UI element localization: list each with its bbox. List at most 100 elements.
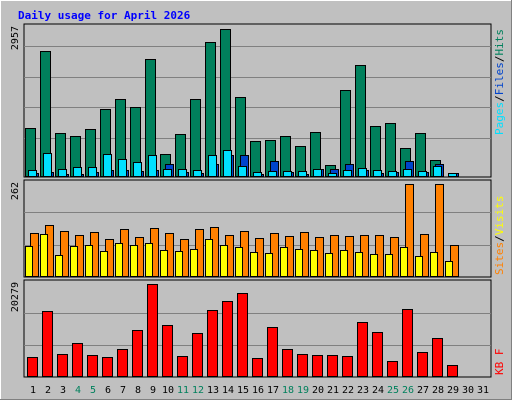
bar-kbytes-kb-f-day-7 [117,349,128,377]
bar-hits-hits-day-1 [25,128,36,177]
bar-hits-pages-day-28 [433,166,442,177]
panel-hits-max-label: 2957 [10,26,21,50]
bar-visits-visits-day-11 [175,251,183,277]
bar-hits-pages-day-1 [28,170,37,177]
bar-hits-hits-day-12 [190,99,201,177]
x-tick-label-day-18: 18 [282,385,294,396]
x-axis: 1 2 3 4 5 6 7 8 9 10 11 12 13 14 15 16 17 18 19 20 21 22 23 24 2… [30,385,489,396]
bar-kbytes-kb-f-day-22 [342,356,353,377]
bar-hits-pages-day-16 [253,172,262,177]
bar-visits-visits-day-27 [415,256,423,277]
bar-visits-visits-day-7 [115,243,123,277]
bar-hits-pages-day-2 [43,153,52,177]
x-tick-label-day-21: 21 [327,385,339,396]
bar-hits-pages-day-23 [358,168,367,177]
bar-hits-pages-day-8 [133,162,142,177]
bar-visits-visits-day-29 [445,261,453,277]
bar-visits-visits-day-21 [325,253,333,277]
bar-visits-visits-day-20 [310,250,318,277]
bar-hits-pages-day-12 [193,170,202,177]
x-tick-label-day-7: 7 [120,385,126,396]
bar-kbytes-kb-f-day-3 [57,354,68,377]
bar-visits-visits-day-24 [370,254,378,277]
bar-hits-pages-day-9 [148,155,157,177]
bar-hits-pages-day-26 [403,169,412,177]
bar-visits-visits-day-4 [70,246,78,277]
bar-hits-hits-day-16 [250,141,261,177]
x-tick-label-day-11: 11 [177,385,189,396]
bar-hits-pages-day-25 [388,171,397,177]
bar-hits-hits-day-24 [370,126,381,177]
bar-kbytes-kb-f-day-8 [132,330,143,377]
bar-visits-visits-day-1 [25,246,33,277]
panel-kbytes-max-label: 20279 [10,282,21,312]
bar-visits-visits-day-23 [355,252,363,277]
legend-entry-pages: Pages [493,102,506,135]
bar-kbytes-kb-f-day-19 [297,354,308,377]
bar-kbytes-kb-f-day-28 [432,338,443,377]
x-tick-label-day-17: 17 [267,385,279,396]
bar-visits-sites-day-28 [435,184,444,277]
bar-hits-hits-day-27 [415,133,426,177]
bar-hits-hits-day-22 [340,90,351,177]
bar-hits-pages-day-7 [118,159,127,177]
bar-visits-visits-day-15 [235,247,243,277]
bar-hits-pages-day-13 [208,155,217,177]
chart-panels: 2957Pages/Files/Hits262Sites/Visits20279… [10,23,506,378]
bar-kbytes-kb-f-day-25 [387,361,398,377]
bar-kbytes-kb-f-day-1 [27,357,38,377]
bar-hits-hits-day-25 [385,123,396,177]
x-tick-label-day-29: 29 [447,385,459,396]
x-tick-label-day-27: 27 [417,385,429,396]
x-tick-label-day-8: 8 [135,385,141,396]
panel-visits: 262 Sites/Visits [10,179,506,278]
bar-kbytes-kb-f-day-11 [177,356,188,377]
bar-visits-visits-day-10 [160,250,168,277]
bar-visits-visits-day-12 [190,249,198,277]
bar-kbytes-kb-f-day-5 [87,355,98,377]
x-tick-label-day-1: 1 [30,385,36,396]
bar-kbytes-kb-f-day-29 [447,365,458,377]
bar-visits-visits-day-3 [55,255,63,277]
bar-hits-pages-day-11 [178,169,187,177]
bar-visits-visits-day-2 [40,234,48,277]
bar-visits-visits-day-19 [295,249,303,277]
bar-kbytes-kb-f-day-4 [72,343,83,377]
bar-kbytes-kb-f-day-2 [42,311,53,377]
bar-visits-visits-day-6 [100,251,108,277]
x-tick-label-day-20: 20 [312,385,324,396]
bar-hits-hits-day-23 [355,65,366,177]
bar-hits-pages-day-14 [223,150,232,177]
bar-hits-pages-day-20 [313,169,322,177]
bar-visits-visits-day-25 [385,254,393,277]
panel-kbytes: 20279 KB F [10,279,506,378]
bar-visits-visits-day-17 [265,253,273,277]
bar-visits-sites-day-27 [420,234,429,277]
x-tick-label-day-2: 2 [45,385,51,396]
bar-kbytes-kb-f-day-17 [267,327,278,377]
legend-entry-hits: Hits [493,29,506,56]
bar-kbytes-kb-f-day-18 [282,349,293,377]
bar-hits-pages-day-21 [328,173,337,177]
bar-hits-pages-day-19 [298,171,307,177]
bar-hits-pages-day-10 [163,169,172,177]
bar-kbytes-kb-f-day-26 [402,309,413,377]
x-tick-label-day-12: 12 [192,385,204,396]
bar-hits-pages-day-27 [418,171,427,177]
bar-hits-pages-day-6 [103,154,112,177]
panel-visits-max-label: 262 [10,182,21,200]
x-tick-label-day-4: 4 [75,385,81,396]
bar-hits-pages-day-17 [268,171,277,177]
bar-kbytes-kb-f-day-9 [147,284,158,377]
bar-visits-visits-day-28 [430,252,438,277]
bar-visits-visits-day-16 [250,252,258,277]
x-tick-label-day-14: 14 [222,385,234,396]
x-tick-label-day-3: 3 [60,385,66,396]
x-tick-label-day-30: 30 [462,385,474,396]
x-tick-label-day-10: 10 [162,385,174,396]
bar-hits-pages-day-24 [373,170,382,177]
x-tick-label-day-28: 28 [432,385,444,396]
bar-visits-sites-day-3 [60,231,69,277]
